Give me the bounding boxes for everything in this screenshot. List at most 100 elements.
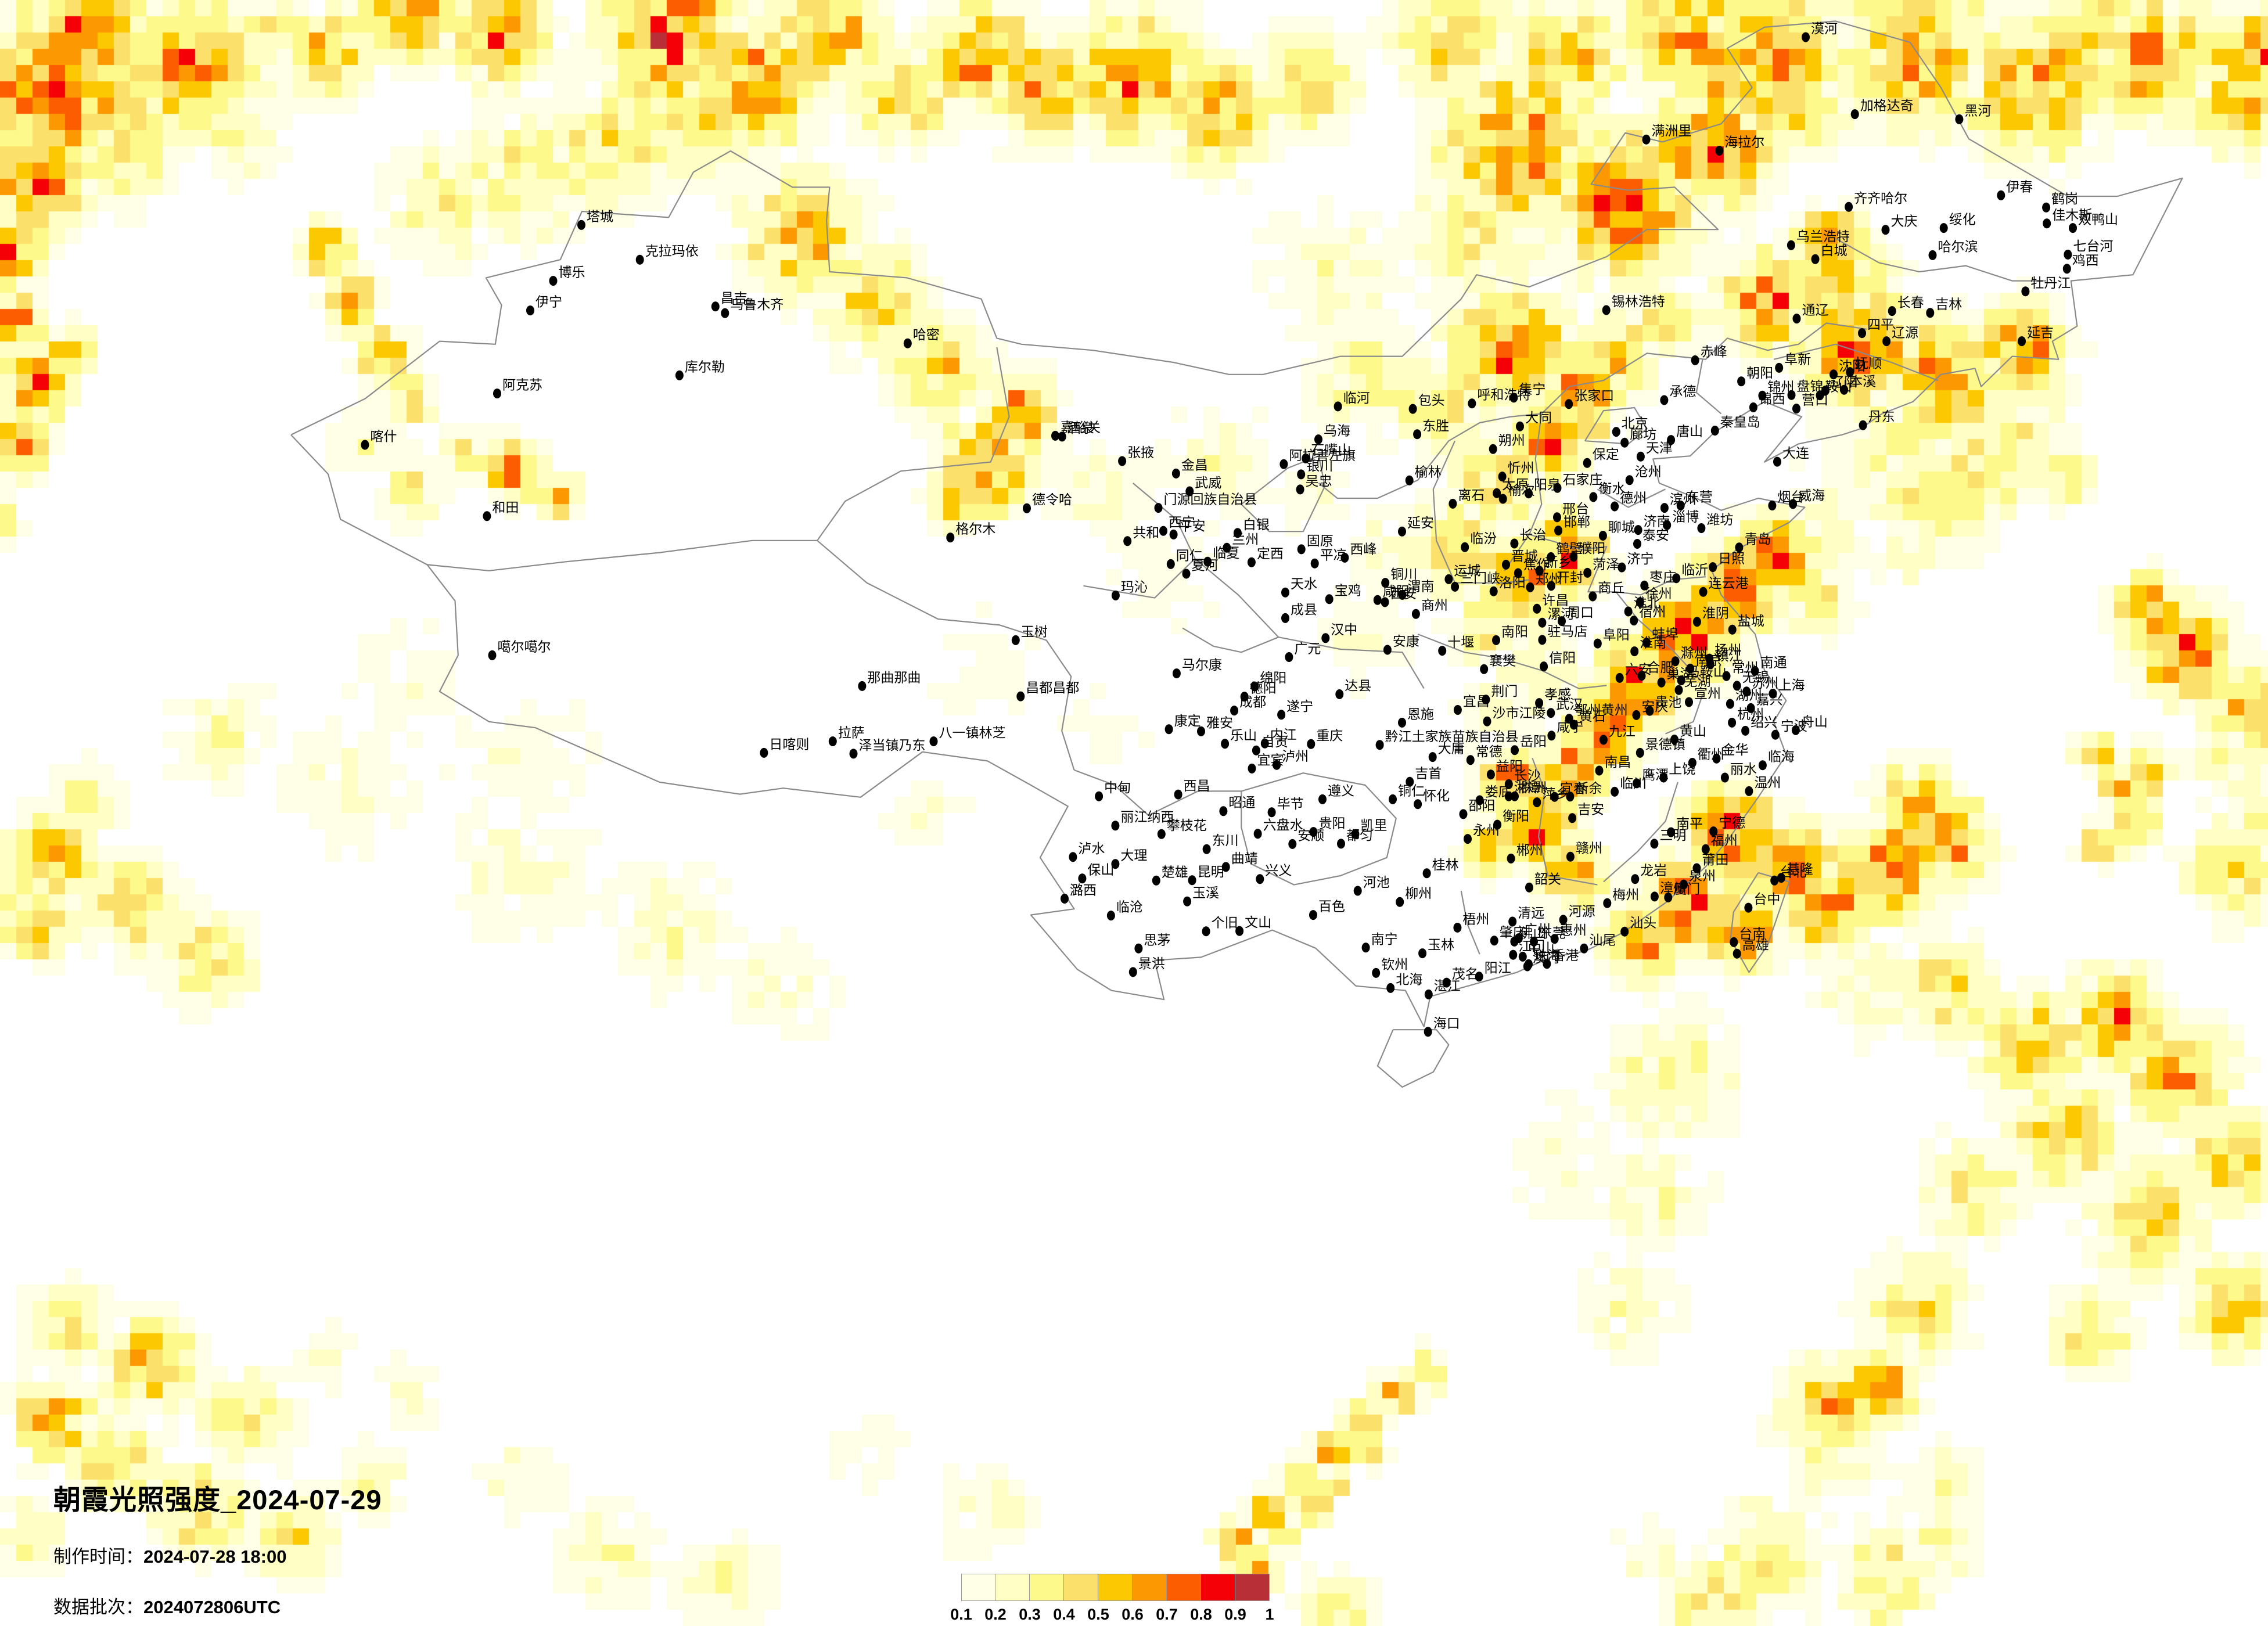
border-line (1695, 359, 1722, 415)
city-dot (1510, 936, 1519, 947)
city-label: 上海 (1778, 677, 1805, 692)
city-dot (1533, 603, 1541, 614)
city-label: 金华 (1722, 742, 1749, 757)
city-label: 阜阳 (1603, 627, 1630, 642)
city-dot (1252, 745, 1260, 756)
city-label: 茂名 (1452, 966, 1479, 981)
border-line (290, 20, 2183, 1028)
city-dot (1372, 967, 1381, 978)
city-label: 达县 (1345, 678, 1371, 693)
city-dot (1550, 934, 1559, 944)
city-label: 克拉玛依 (645, 243, 699, 258)
city-label: 河池 (1363, 875, 1390, 890)
city-label: 门源回族自治县 (1164, 492, 1257, 507)
city-label: 大连 (1782, 445, 1809, 461)
city-label: 沧州 (1635, 464, 1662, 479)
city-dot (1389, 794, 1397, 804)
map-title-cn: 朝霞光照强度 (53, 1484, 221, 1516)
city-label: 保山 (1087, 862, 1114, 877)
city-dot (1061, 894, 1069, 904)
legend-tick: 0.3 (1019, 1606, 1041, 1623)
city-dot (1297, 544, 1306, 555)
city-dot (1509, 949, 1518, 960)
city-dot (1334, 401, 1342, 412)
city-dot (1483, 716, 1491, 726)
city-dot (1547, 581, 1555, 591)
city-dot (760, 747, 768, 758)
border-line (1665, 694, 1703, 735)
city-label: 温州 (1754, 775, 1781, 790)
city-dot (1589, 492, 1598, 502)
city-label: 满洲里 (1652, 123, 1692, 138)
city-dot (1775, 362, 1784, 373)
legend-tick: 1 (1265, 1606, 1274, 1623)
city-dot (1955, 114, 1964, 124)
city-dot (1671, 656, 1680, 667)
city-dot (1773, 456, 1781, 467)
city-label: 贵阳 (1319, 816, 1346, 831)
city-label: 共和 (1133, 525, 1159, 540)
city-label: 邢台 (1562, 501, 1589, 516)
city-dot (1676, 501, 1685, 510)
city-dot (1118, 456, 1127, 466)
city-label: 天水 (1291, 576, 1317, 591)
city-label: 咸宁 (1557, 720, 1583, 735)
city-label: 营口 (1802, 393, 1828, 408)
city-label: 六盘水 (1263, 818, 1303, 833)
city-dot (1154, 503, 1163, 513)
city-dot (1720, 772, 1729, 783)
city-dot (1540, 661, 1548, 672)
city-dot (1701, 844, 1710, 854)
city-dot (1664, 892, 1673, 902)
city-dot (1553, 512, 1561, 523)
city-label: 芜湖 (1684, 674, 1711, 689)
city-label: 集宁 (1519, 382, 1545, 397)
border-line (1597, 488, 1666, 508)
city-dot (1396, 897, 1404, 907)
city-dot (1418, 948, 1427, 959)
city-dot (1166, 559, 1175, 569)
city-label: 荆门 (1491, 684, 1518, 699)
city-dot (1197, 726, 1205, 736)
legend-tick: 0.8 (1190, 1606, 1212, 1623)
city-label: 衡阳 (1503, 808, 1529, 823)
city-label: 凯里 (1361, 818, 1388, 833)
city-label: 昌吉 (721, 290, 747, 305)
city-dot (2062, 264, 2071, 274)
city-label: 开封 (1557, 570, 1583, 585)
city-dot (1634, 525, 1642, 535)
data-batch-value: 2024072806UTC (143, 1597, 281, 1617)
city-dot (1078, 873, 1087, 884)
city-label: 镇江 (1716, 648, 1742, 663)
city-dot (1504, 779, 1513, 789)
city-dot (1632, 710, 1641, 720)
city-dot (1726, 699, 1734, 709)
city-dot (1645, 706, 1654, 716)
city-dot (1464, 834, 1472, 844)
city-label: 衡水 (1598, 481, 1625, 496)
city-dot (1569, 720, 1578, 730)
city-dot (1670, 735, 1678, 744)
city-dot (903, 338, 912, 348)
city-label: 淮南 (1640, 635, 1666, 650)
city-dot (1792, 404, 1800, 414)
city-dot (1538, 617, 1547, 628)
city-label: 怀化 (1423, 788, 1450, 803)
city-label: 雅安 (1206, 715, 1233, 730)
city-dot (1821, 385, 1830, 395)
city-dot (1677, 675, 1685, 686)
border-line (1241, 455, 1326, 533)
city-dot (1202, 844, 1211, 854)
city-label: 日照 (1718, 551, 1745, 566)
city-dot (1424, 989, 1433, 999)
city-dot (1565, 399, 1573, 409)
map-title: 朝霞光照强度_2024-07-29 (53, 1477, 382, 1517)
city-label: 吉首 (1415, 765, 1442, 780)
city-dot (1159, 526, 1167, 536)
city-dot (493, 388, 501, 399)
city-label: 合肥 (1647, 660, 1674, 675)
city-dot (1543, 959, 1551, 969)
city-dot (1273, 760, 1281, 770)
city-dot (721, 308, 729, 318)
city-label: 广元 (1294, 641, 1321, 656)
